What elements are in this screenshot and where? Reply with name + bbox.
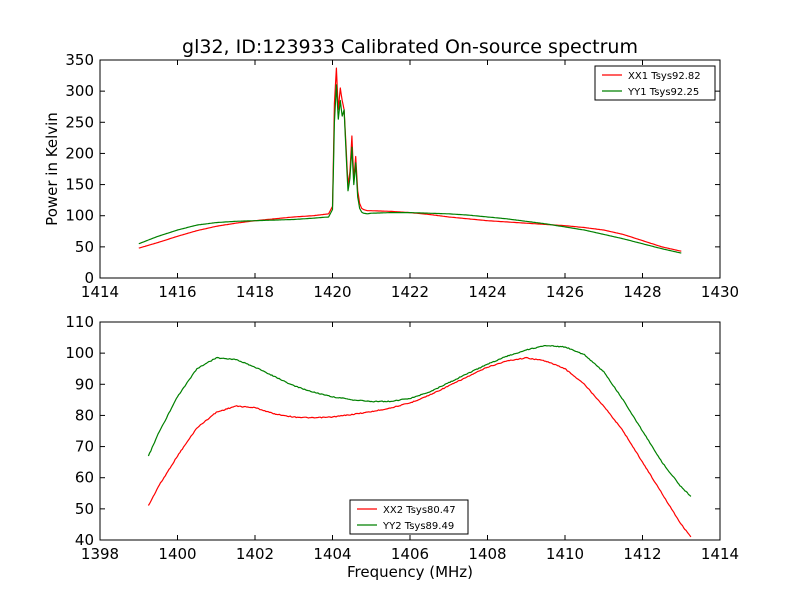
legend: XX1 Tsys92.82 YY1 Tsys92.25	[594, 65, 716, 101]
series-line-2	[138, 84, 682, 254]
y-axis-label: Power in Kelvin	[43, 112, 61, 226]
y-tick-label: 200	[65, 144, 94, 162]
y-tick-label: 300	[65, 82, 94, 100]
legend-entry: YY1 Tsys92.25	[627, 87, 699, 98]
y-tick-label: 350	[65, 51, 94, 69]
x-tick-label: 1404	[313, 545, 351, 563]
legend: XX2 Tsys80.47 YY2 Tsys89.49	[349, 499, 469, 535]
y-tick-label: 80	[75, 406, 94, 424]
x-tick-label: 1416	[158, 283, 196, 301]
x-tick-label: 1412	[623, 545, 661, 563]
x-tick-label: 1420	[313, 283, 351, 301]
x-tick-label: 1410	[546, 545, 584, 563]
figure-title: gl32, ID:123933 Calibrated On-source spe…	[182, 36, 638, 58]
x-tick-label: 1408	[468, 545, 506, 563]
y-tick-label: 60	[75, 469, 94, 487]
x-tick-label: 1426	[546, 283, 584, 301]
y-tick-label: 0	[84, 269, 94, 287]
y-tick-label: 70	[75, 438, 94, 456]
bottom-spectrum-panel: 1398 1400 1402 1404 1406 1408 1410 1412 1414 40 50…	[65, 313, 739, 563]
y-tick-label: 40	[75, 531, 94, 549]
series-line-2	[147, 345, 692, 497]
x-tick-label: 1422	[391, 283, 429, 301]
legend-box	[594, 65, 716, 101]
top-spectrum-panel: 1414 1416 1418 1420 1422 1424 1426 1428 1430 0 50 1…	[43, 51, 739, 301]
legend-entry: XX1 Tsys92.82	[628, 71, 701, 82]
series-line-1	[147, 356, 692, 538]
y-tick-label: 150	[65, 176, 94, 194]
x-tick-label: 1424	[468, 283, 506, 301]
y-tick-label: 50	[75, 238, 94, 256]
x-tick-label: 1414	[81, 283, 119, 301]
x-tick-label: 1428	[623, 283, 661, 301]
legend-entry: XX2 Tsys80.47	[383, 505, 456, 516]
x-tick-label: 1402	[236, 545, 274, 563]
y-tick-label: 90	[75, 375, 94, 393]
x-tick-label: 1406	[391, 545, 429, 563]
y-tick-label: 110	[65, 313, 94, 331]
legend-entry: YY2 Tsys89.49	[382, 521, 454, 532]
y-tick-label: 100	[65, 207, 94, 225]
x-tick-label: 1400	[158, 545, 196, 563]
x-tick-label: 1430	[701, 283, 739, 301]
legend-box	[349, 499, 469, 535]
x-tick-label: 1398	[81, 545, 119, 563]
y-tick-label: 50	[75, 500, 94, 518]
x-tick-label: 1414	[701, 545, 739, 563]
y-tick-label: 250	[65, 113, 94, 131]
x-tick-label: 1418	[236, 283, 274, 301]
x-axis-label: Frequency (MHz)	[347, 563, 473, 581]
y-tick-label: 100	[65, 344, 94, 362]
